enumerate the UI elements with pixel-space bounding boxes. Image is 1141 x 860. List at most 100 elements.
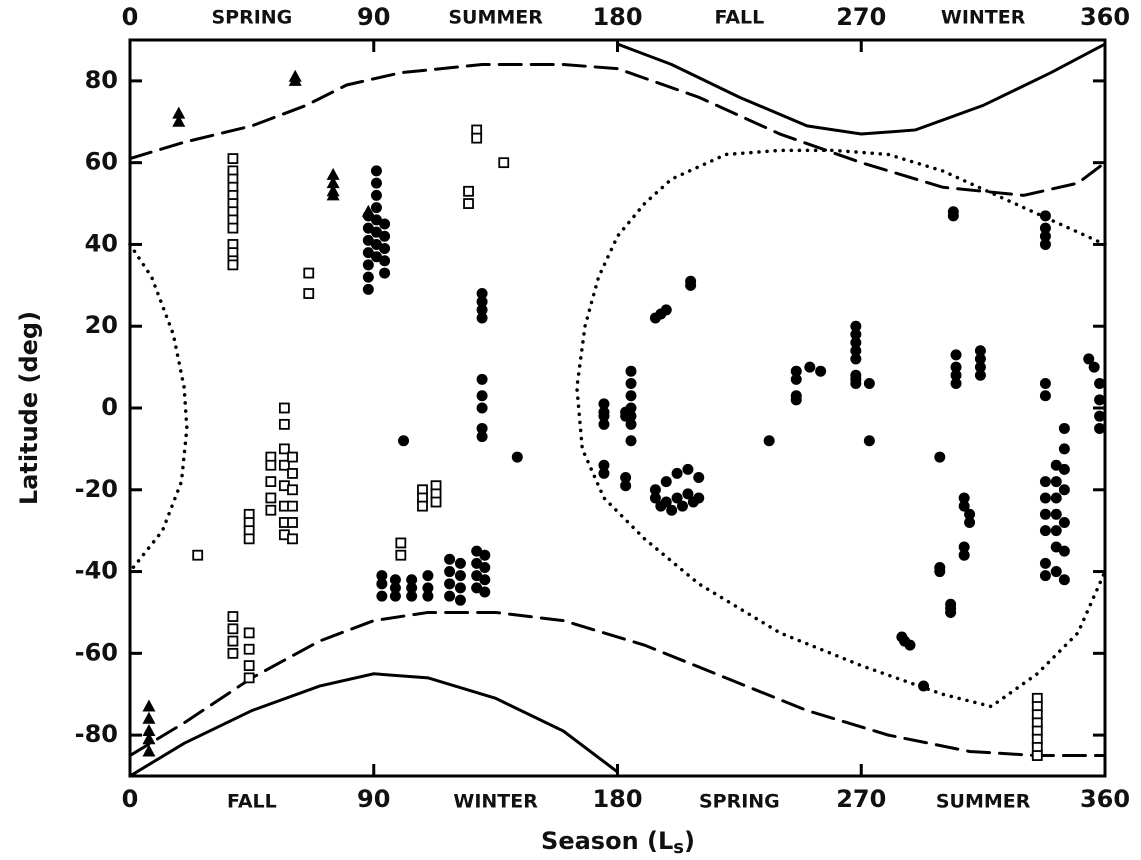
x-tick-label: 90 — [357, 785, 390, 813]
point-circle — [685, 279, 697, 291]
point-triangle — [326, 167, 340, 180]
x-tick-label-top: 180 — [592, 3, 642, 31]
point-circle — [1039, 238, 1051, 250]
point-circle — [362, 222, 374, 234]
point-circle — [598, 410, 610, 422]
y-tick-label: 20 — [85, 311, 118, 339]
y-tick-label: -60 — [75, 638, 118, 666]
point-circle — [660, 304, 672, 316]
point-square — [278, 418, 290, 430]
point-circle — [454, 557, 466, 569]
point-circle — [1083, 353, 1095, 365]
point-circle — [398, 435, 410, 447]
point-square — [287, 533, 298, 545]
point-circle — [625, 365, 637, 377]
point-circle — [1094, 422, 1106, 434]
point-circle — [850, 328, 862, 340]
point-circle — [693, 492, 705, 504]
point-square — [227, 153, 239, 164]
point-circle — [476, 304, 488, 316]
point-square — [243, 533, 255, 545]
point-circle — [625, 377, 637, 389]
point-circle — [376, 570, 388, 582]
season-label: SPRING — [211, 7, 292, 29]
point-circle — [598, 398, 610, 410]
point-circle — [974, 345, 986, 357]
season-label: WINTER — [941, 7, 1026, 29]
point-circle — [370, 238, 382, 250]
y-tick-label: 40 — [85, 229, 118, 257]
point-square — [243, 672, 255, 684]
point-circle — [511, 451, 523, 463]
y-tick-label: -40 — [75, 557, 118, 585]
point-circle — [804, 361, 816, 373]
point-circle — [790, 394, 802, 406]
season-label: WINTER — [453, 791, 538, 813]
point-circle — [476, 431, 488, 443]
point-circle — [422, 570, 434, 582]
x-tick-label: 0 — [122, 785, 139, 813]
point-circle — [625, 402, 637, 414]
x-axis-label-main: Season (L — [541, 827, 673, 855]
point-circle — [1039, 476, 1051, 488]
point-triangle — [142, 699, 156, 712]
curve-dashed — [128, 63, 1107, 197]
point-square — [278, 443, 290, 455]
point-circle — [850, 320, 862, 332]
point-circle — [370, 165, 382, 177]
y-tick-label: -20 — [75, 475, 118, 503]
point-circle — [620, 480, 632, 492]
point-circle — [850, 337, 862, 349]
point-circle — [945, 606, 957, 618]
point-circle — [964, 516, 976, 528]
point-circle — [376, 578, 388, 590]
point-circle — [682, 463, 694, 475]
point-triangle — [142, 711, 156, 724]
point-circle — [625, 390, 637, 402]
point-circle — [379, 255, 391, 267]
point-circle — [479, 561, 491, 573]
point-circle — [454, 570, 466, 582]
point-circle — [671, 492, 683, 504]
point-circle — [406, 574, 418, 586]
point-circle — [950, 369, 962, 381]
point-circle — [362, 271, 374, 283]
point-circle — [1050, 492, 1062, 504]
point-square — [1031, 750, 1043, 761]
point-circle — [406, 590, 418, 602]
y-tick-label: 60 — [85, 148, 118, 176]
point-circle — [422, 590, 434, 602]
point-circle — [1039, 222, 1051, 234]
point-square — [265, 504, 277, 516]
point-circle — [471, 570, 483, 582]
point-square — [227, 222, 239, 234]
point-circle — [1058, 574, 1070, 586]
point-circle — [1039, 557, 1051, 569]
point-circle — [476, 373, 488, 385]
point-circle — [376, 590, 388, 602]
season-label: SUMMER — [936, 791, 1031, 813]
point-circle — [974, 353, 986, 365]
point-circle — [389, 590, 401, 602]
point-square — [303, 288, 315, 299]
point-circle — [918, 680, 930, 692]
curve-dotted — [575, 148, 1107, 709]
point-circle — [479, 549, 491, 561]
point-circle — [406, 582, 418, 594]
curve-dashed — [128, 610, 1107, 758]
point-circle — [362, 210, 374, 222]
point-square — [278, 459, 290, 471]
point-circle — [379, 218, 391, 230]
point-circle — [454, 594, 466, 606]
point-circle — [1039, 390, 1051, 402]
x-tick-label-top: 360 — [1080, 3, 1130, 31]
curve-dotted — [128, 242, 189, 574]
point-circle — [950, 361, 962, 373]
point-square — [243, 643, 255, 655]
x-axis-label-subscript: s — [673, 837, 684, 858]
point-circle — [964, 508, 976, 520]
point-circle — [660, 496, 672, 508]
point-circle — [1039, 525, 1051, 537]
x-axis-label-end: ) — [684, 827, 695, 855]
